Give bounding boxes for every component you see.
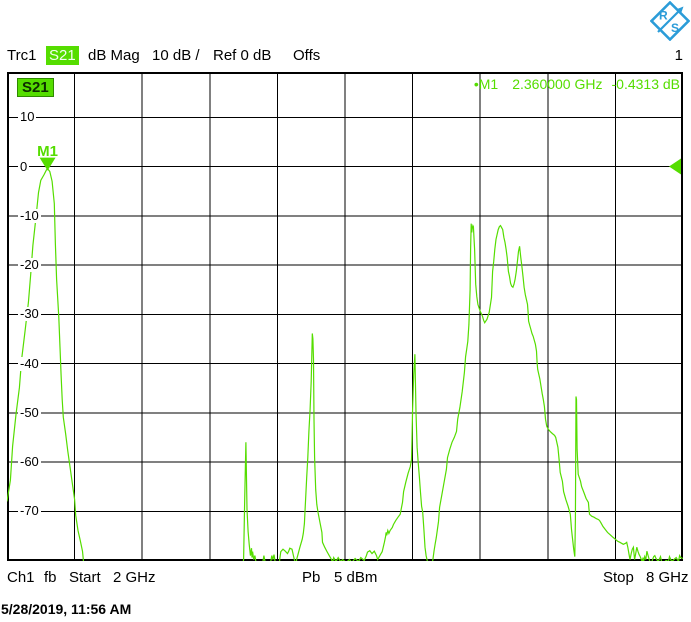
y-axis-tick-label: -70 (18, 503, 41, 519)
chart-canvas (7, 72, 683, 561)
marker-readout: •M1 2.360000 GHz -0.4313 dB (474, 76, 680, 92)
stop-value: 8 GHz (646, 569, 689, 586)
power-value: 5 dBm (334, 569, 378, 586)
ref-level-arrow[interactable] (669, 158, 681, 175)
start-label: Start (69, 569, 101, 586)
y-axis-tick-label: -60 (18, 454, 41, 470)
trace-scale-label: 10 dB / (152, 47, 200, 64)
status-datetime: 5/28/2019, 11:56 AM (1, 601, 132, 617)
trace-format-label: dB Mag (88, 47, 140, 64)
y-axis-tick-label: -40 (18, 355, 41, 371)
trace-header: Trc1 S21 dB Mag 10 dB / Ref 0 dB Offs 1 (0, 46, 691, 65)
power-label: Pb (302, 569, 321, 586)
marker-m1-triangle[interactable] (39, 157, 56, 171)
rohde-schwarz-logo: R S (650, 1, 690, 41)
diagram-border (7, 72, 683, 561)
y-axis-tick-label: -10 (18, 207, 41, 223)
diagram-area: S21 •M1 2.360000 GHz -0.4313 dB M1 10 0 -10 -… (7, 72, 683, 561)
trace-name-label: Trc1 (7, 47, 37, 64)
trace-ref-label: Ref 0 dB (213, 47, 272, 64)
y-axis-tick-label: -30 (18, 306, 41, 322)
y-axis-tick-label: 0 (18, 158, 30, 174)
sweep-mode-label: fb (44, 569, 57, 586)
svg-text:R: R (659, 9, 668, 23)
window-number-label: 1 (674, 47, 683, 64)
y-axis-tick-label: 10 (18, 109, 37, 125)
marker-frequency: 2.360000 GHz (512, 76, 603, 92)
stop-label: Stop (603, 569, 634, 586)
marker-m1-label: M1 (37, 142, 58, 160)
trace-select-box[interactable]: S21 (17, 78, 54, 97)
s21-trace (7, 167, 683, 561)
y-axis-tick-label: -20 (18, 257, 41, 273)
grid-lines (7, 72, 683, 561)
trace-offset-label: Offs (293, 47, 321, 64)
start-value: 2 GHz (113, 569, 156, 586)
trace-parameter-chip[interactable]: S21 (46, 46, 79, 65)
y-axis-tick-label: -50 (18, 404, 41, 420)
marker-level: -0.4313 dB (611, 76, 681, 92)
marker-indicator: •M1 (473, 76, 499, 92)
channel-footer: Ch1 fb Start 2 GHz Pb 5 dBm Stop 8 GHz (0, 569, 691, 587)
channel-label: Ch1 (7, 569, 35, 586)
svg-text:S: S (671, 21, 679, 35)
